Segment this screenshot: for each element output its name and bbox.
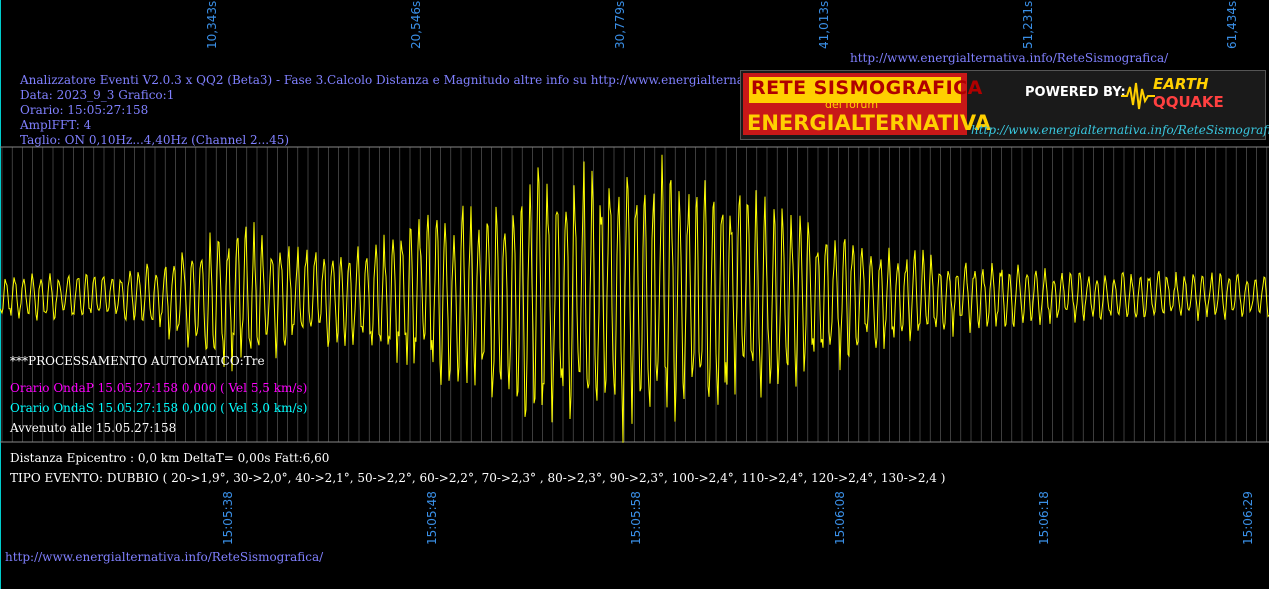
logo-name: ENERGIALTERNATIVA: [747, 111, 991, 135]
bottom-tick-5: 15:06:18: [1037, 491, 1051, 545]
logo-brand-quake: QQUAKE: [1153, 93, 1224, 111]
top-tick-1: 10,343s: [205, 0, 219, 49]
processing-title: ***PROCESSAMENTO AUTOMATICO:Tre: [10, 354, 265, 368]
info-line-filter: Taglio: ON 0,10Hz...4,40Hz (Channel 2...…: [20, 133, 290, 147]
bottom-tick-1: 15:05:38: [221, 491, 235, 545]
info-line-date: Data: 2023_9_3 Grafico:1: [20, 88, 175, 102]
onda-s-time: Orario OndaS 15.05.27:158 0,000 ( Vel 3,…: [10, 401, 308, 415]
logo-url[interactable]: http://www.energialternativa.info/ReteSi…: [971, 123, 1269, 137]
top-url[interactable]: http://www.energialternativa.info/ReteSi…: [850, 51, 1169, 65]
logo-yellow-panel: [749, 77, 961, 103]
top-tick-5: 51,231s: [1021, 0, 1035, 49]
bottom-tick-4: 15:06:08: [833, 491, 847, 545]
seismic-trace: [0, 154, 1269, 443]
bottom-tick-3: 15:05:58: [629, 491, 643, 545]
bottom-tick-6: 15:06:29: [1241, 491, 1255, 545]
top-tick-3: 30,779s: [613, 0, 627, 49]
logo-brand-earth: EARTH: [1153, 75, 1209, 93]
info-line-title: Analizzatore Eventi V2.0.3 x QQ2 (Beta3)…: [20, 73, 856, 87]
top-tick-6: 61,434s: [1225, 0, 1239, 49]
top-tick-4: 41,013s: [817, 0, 831, 49]
bottom-tick-2: 15:05:48: [425, 491, 439, 545]
avvenuto-time: Avvenuto alle 15.05.27:158: [10, 421, 177, 435]
seismic-wave-icon: [1121, 82, 1155, 110]
tipo-evento: TIPO EVENTO: DUBBIO ( 20->1,9°, 30->2,0°…: [10, 471, 946, 485]
distanza-epicentro: Distanza Epicentro : 0,0 km DeltaT= 0,00…: [10, 451, 330, 465]
bottom-url[interactable]: http://www.energialternativa.info/ReteSi…: [5, 550, 324, 564]
logo-subtitle: del forum: [825, 98, 879, 111]
info-line-time: Orario: 15:05:27:158: [20, 103, 149, 117]
onda-p-time: Orario OndaP 15.05.27:158 0,000 ( Vel 5,…: [10, 381, 308, 395]
powered-by-label: POWERED BY:: [1025, 85, 1126, 100]
top-tick-2: 20,546s: [409, 0, 423, 49]
rete-sismografica-logo: RETE SISMOGRAFICA del forum ENERGIALTERN…: [740, 70, 1269, 140]
info-line-ampl: AmplFFT: 4: [20, 118, 92, 132]
logo-title: RETE SISMOGRAFICA: [751, 77, 983, 99]
